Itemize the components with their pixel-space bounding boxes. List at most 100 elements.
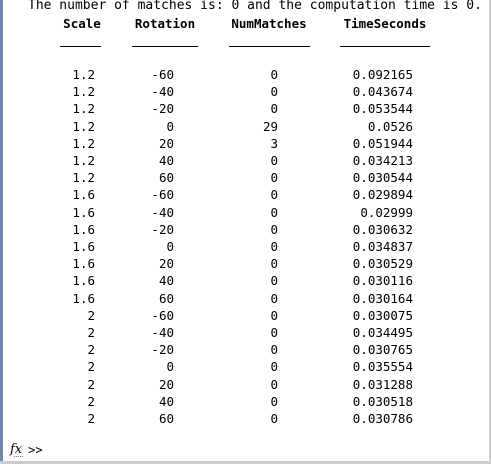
window-right-border bbox=[489, 0, 491, 464]
table-cell-scale: 1.6 bbox=[72, 273, 95, 289]
table-cell-scale: 2 bbox=[87, 307, 95, 323]
prompt-symbol: >> bbox=[28, 443, 43, 457]
table-cell-scale: 1.6 bbox=[72, 239, 95, 254]
table-cell-nummatches: 0 bbox=[270, 290, 278, 306]
table-cell-rotation: 0 bbox=[166, 239, 174, 254]
table-cell-rotation: -20 bbox=[151, 101, 174, 117]
table-cell-nummatches: 0 bbox=[270, 307, 278, 323]
table-cell-nummatches: 0 bbox=[270, 67, 278, 82]
table-cell-rotation: -20 bbox=[151, 221, 174, 237]
table-cell-scale: 2 bbox=[87, 342, 95, 358]
table-cell-rotation: -20 bbox=[151, 342, 174, 358]
table-cell-scale: 2 bbox=[87, 359, 95, 375]
column-underline bbox=[132, 46, 198, 47]
table-cell-rotation: 20 bbox=[158, 135, 174, 151]
table-cell-scale: 1.2 bbox=[72, 118, 95, 134]
table-cell-nummatches: 0 bbox=[270, 342, 278, 358]
table-cell-scale: 2 bbox=[87, 325, 95, 340]
table-cell-nummatches: 0 bbox=[270, 101, 278, 117]
table-cell-nummatches: 0 bbox=[270, 239, 278, 254]
column-underline bbox=[340, 46, 430, 47]
function-browser-icon[interactable]: fx bbox=[10, 442, 24, 457]
table-cell-rotation: -60 bbox=[151, 307, 174, 323]
table-cell-nummatches: 0 bbox=[270, 256, 278, 272]
table-cell-timeseconds: 0.034213 bbox=[352, 153, 413, 168]
table-cell-timeseconds: 0.030544 bbox=[352, 170, 413, 186]
table-cell-rotation: 60 bbox=[158, 170, 174, 186]
table-cell-scale: 2 bbox=[87, 393, 95, 409]
table-cell-nummatches: 0 bbox=[270, 376, 278, 392]
table-cell-scale: 1.2 bbox=[72, 84, 95, 100]
table-cell-nummatches: 0 bbox=[270, 187, 278, 203]
table-cell-timeseconds: 0.030529 bbox=[352, 256, 413, 272]
table-cell-nummatches: 29 bbox=[262, 118, 278, 134]
table-cell-timeseconds: 0.031288 bbox=[352, 376, 413, 392]
table-cell-timeseconds: 0.051944 bbox=[352, 135, 413, 151]
column-underline bbox=[229, 46, 310, 47]
table-cell-nummatches: 0 bbox=[270, 153, 278, 168]
table-cell-timeseconds: 0.030765 bbox=[352, 342, 413, 358]
table-cell-timeseconds: 0.053544 bbox=[352, 101, 413, 117]
table-cell-timeseconds: 0.035554 bbox=[352, 359, 413, 375]
table-cell-timeseconds: 0.030075 bbox=[352, 307, 413, 323]
column-header-scale: Scale bbox=[63, 16, 101, 31]
table-cell-scale: 1.6 bbox=[72, 256, 95, 272]
table-cell-scale: 1.2 bbox=[72, 67, 95, 82]
table-cell-nummatches: 0 bbox=[270, 393, 278, 409]
table-cell-nummatches: 0 bbox=[270, 204, 278, 220]
table-cell-rotation: 20 bbox=[158, 376, 174, 392]
table-cell-nummatches: 0 bbox=[270, 221, 278, 237]
table-cell-scale: 1.6 bbox=[72, 221, 95, 237]
table-cell-scale: 2 bbox=[87, 376, 95, 392]
window-left-border bbox=[0, 0, 3, 464]
table-cell-timeseconds: 0.030786 bbox=[352, 411, 413, 426]
table-cell-nummatches: 0 bbox=[270, 170, 278, 186]
table-cell-scale: 1.6 bbox=[72, 204, 95, 220]
table-cell-rotation: 60 bbox=[158, 411, 174, 426]
command-input[interactable] bbox=[46, 443, 53, 457]
table-cell-scale: 1.6 bbox=[72, 187, 95, 203]
table-cell-nummatches: 0 bbox=[270, 359, 278, 375]
table-cell-rotation: -60 bbox=[151, 187, 174, 203]
table-cell-nummatches: 3 bbox=[270, 135, 278, 151]
table-cell-nummatches: 0 bbox=[270, 273, 278, 289]
table-cell-rotation: 0 bbox=[166, 359, 174, 375]
table-cell-timeseconds: 0.030164 bbox=[352, 290, 413, 306]
table-cell-timeseconds: 0.092165 bbox=[352, 67, 413, 82]
console-message: The number of matches is: 0 and the comp… bbox=[28, 0, 482, 13]
table-cell-scale: 1.2 bbox=[72, 170, 95, 186]
table-cell-rotation: 60 bbox=[158, 290, 174, 306]
column-header-rotation: Rotation bbox=[134, 16, 196, 31]
table-cell-rotation: 40 bbox=[158, 153, 174, 168]
table-cell-timeseconds: 0.029894 bbox=[352, 187, 413, 203]
table-cell-rotation: 0 bbox=[166, 118, 174, 134]
table-cell-scale: 1.2 bbox=[72, 135, 95, 151]
table-cell-timeseconds: 0.030632 bbox=[352, 221, 413, 237]
column-underline bbox=[60, 46, 101, 47]
table-cell-timeseconds: 0.030518 bbox=[352, 393, 413, 409]
table-cell-scale: 1.2 bbox=[72, 153, 95, 168]
table-cell-nummatches: 0 bbox=[270, 411, 278, 426]
table-cell-timeseconds: 0.043674 bbox=[352, 84, 413, 100]
table-cell-scale: 1.2 bbox=[72, 101, 95, 117]
window-bottom-border bbox=[0, 461, 491, 464]
table-cell-rotation: -40 bbox=[151, 84, 174, 100]
command-prompt[interactable]: fx >> bbox=[10, 440, 53, 460]
table-cell-scale: 2 bbox=[87, 411, 95, 426]
table-cell-timeseconds: 0.030116 bbox=[352, 273, 413, 289]
table-cell-nummatches: 0 bbox=[270, 84, 278, 100]
table-cell-timeseconds: 0.02999 bbox=[360, 204, 413, 220]
table-cell-timeseconds: 0.034495 bbox=[352, 325, 413, 340]
table-cell-rotation: -60 bbox=[151, 67, 174, 82]
table-cell-timeseconds: 0.0526 bbox=[367, 118, 413, 134]
table-cell-rotation: 40 bbox=[158, 393, 174, 409]
table-cell-rotation: -40 bbox=[151, 204, 174, 220]
column-header-nummatches: NumMatches bbox=[231, 16, 307, 31]
table-cell-rotation: 40 bbox=[158, 273, 174, 289]
table-cell-timeseconds: 0.034837 bbox=[352, 239, 413, 254]
table-cell-rotation: -40 bbox=[151, 325, 174, 340]
table-cell-nummatches: 0 bbox=[270, 325, 278, 340]
column-header-timeseconds: TimeSeconds bbox=[343, 16, 427, 31]
